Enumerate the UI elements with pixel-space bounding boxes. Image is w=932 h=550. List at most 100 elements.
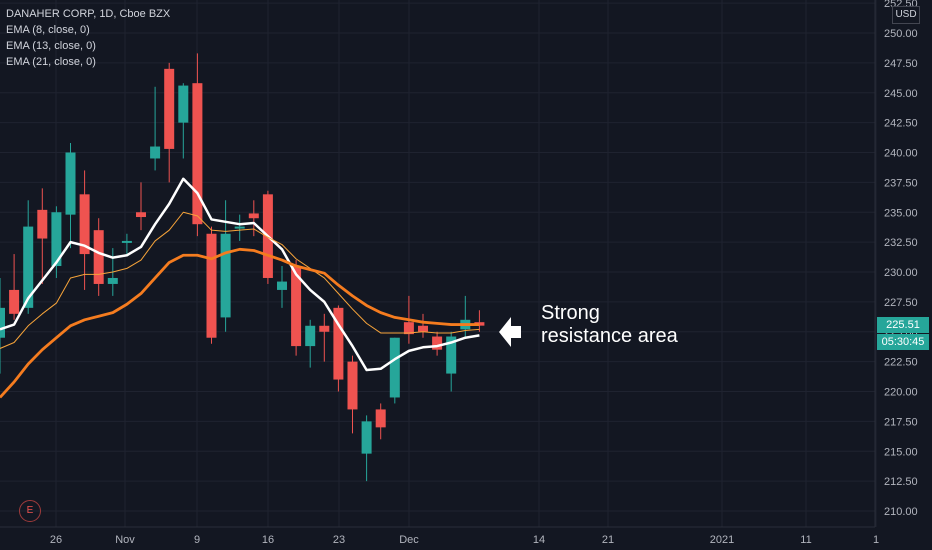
price-tick-label: 215.00 [884, 446, 918, 458]
candle-body [164, 68, 175, 149]
candle [305, 319, 316, 368]
candle [319, 313, 330, 362]
currency-label[interactable]: USD [892, 6, 920, 24]
price-tick-label: 242.50 [884, 118, 918, 130]
ema21-line [0, 247, 480, 399]
candle [277, 266, 287, 308]
candle-body [136, 212, 146, 218]
time-tick-label: 9 [194, 534, 200, 546]
candle [150, 86, 161, 171]
price-tick-label: 220.00 [884, 387, 918, 399]
candle-body [305, 325, 316, 347]
price-tick-label: 250.00 [884, 28, 918, 40]
candle-body [23, 226, 34, 308]
time-tick-label: 26 [50, 534, 62, 546]
candle [164, 62, 175, 183]
price-tick-label: 230.00 [884, 267, 918, 279]
legend-ema8[interactable]: EMA (8, close, 0) [6, 24, 90, 36]
candle-body [361, 421, 372, 454]
time-tick-label: 23 [333, 534, 345, 546]
candle-body [65, 152, 76, 215]
candle [361, 415, 372, 482]
price-tick-label: 235.00 [884, 207, 918, 219]
time-tick-label: Nov [115, 534, 135, 546]
legend-symbol[interactable]: DANAHER CORP, 1D, Cboe BZX [6, 8, 171, 20]
ema-lines [0, 177, 480, 399]
annotation-line-1: Strong [541, 302, 600, 324]
candle-body [9, 289, 20, 314]
candle-body [248, 213, 259, 219]
price-tick-label: 222.50 [884, 357, 918, 369]
arrow-left-icon [499, 317, 521, 347]
time-tick-label: 2021 [710, 534, 734, 546]
candle-body [333, 307, 344, 380]
candle [206, 226, 217, 344]
candle-body [206, 233, 217, 338]
candle [248, 200, 259, 237]
candle [37, 188, 48, 284]
annotation-text: Strong resistance area [541, 302, 678, 348]
time-axis: 26 Nov 9 16 23 Dec 14 21 2021 11 1 [0, 526, 879, 546]
candle [178, 83, 189, 159]
candle [347, 355, 358, 434]
time-tick-label: 1 [873, 534, 879, 546]
candle-body [93, 230, 104, 284]
legend-ema13[interactable]: EMA (13, close, 0) [6, 40, 96, 52]
candle-body [37, 209, 48, 239]
candle [0, 277, 5, 374]
candle [432, 331, 443, 356]
candle [136, 182, 146, 231]
time-tick-label: 14 [533, 534, 545, 546]
candle-body [403, 322, 414, 335]
legend-ema21[interactable]: EMA (21, close, 0) [6, 56, 96, 68]
price-tick-label: 247.50 [884, 58, 918, 70]
candle-body [291, 266, 302, 347]
price-tick-label: 227.50 [884, 297, 918, 309]
candle-body [446, 336, 457, 374]
candle [474, 310, 485, 332]
chart-legend: DANAHER CORP, 1D, Cboe BZX EMA (8, close… [6, 6, 170, 70]
candle [375, 403, 386, 440]
price-tick-label: 240.00 [884, 148, 918, 160]
ema8-line [0, 177, 480, 372]
candle [9, 254, 20, 320]
candle [418, 313, 428, 338]
price-tick-label: 237.50 [884, 177, 918, 189]
price-tick-label: 245.00 [884, 88, 918, 100]
candle [192, 53, 203, 237]
price-tick-label: 212.50 [884, 476, 918, 488]
candle-body [192, 83, 203, 225]
time-tick-label: 21 [602, 534, 614, 546]
candle-body [150, 146, 161, 159]
time-tick-label: 11 [800, 534, 811, 546]
price-tick-label: 252.50 [884, 0, 918, 10]
earnings-badge[interactable]: E [19, 500, 41, 522]
candle [65, 142, 76, 249]
candle-body [79, 194, 90, 255]
time-tick-label: 16 [262, 534, 274, 546]
candle-body [107, 277, 118, 284]
candle-body [375, 409, 386, 428]
candle [121, 233, 132, 255]
chart-grid [0, 0, 877, 527]
candle-body [347, 361, 358, 410]
candle-body [319, 325, 330, 332]
candle [51, 206, 62, 278]
candle-body [51, 212, 62, 267]
candle [93, 218, 104, 296]
candle [234, 214, 245, 241]
candles [0, 53, 485, 482]
candle-body [234, 226, 245, 229]
candle-body [220, 233, 231, 318]
candle-body [277, 281, 287, 290]
candle [79, 170, 90, 290]
price-tick-label: 217.50 [884, 416, 918, 428]
last-price-tag: 225.51 [877, 317, 929, 333]
candle-body [121, 240, 132, 243]
annotation-line-2: resistance area [541, 325, 678, 347]
candle [333, 305, 344, 392]
price-tick-label: 210.00 [884, 506, 918, 518]
price-tick-label: 232.50 [884, 237, 918, 249]
countdown-tag: 05:30:45 [877, 334, 929, 350]
